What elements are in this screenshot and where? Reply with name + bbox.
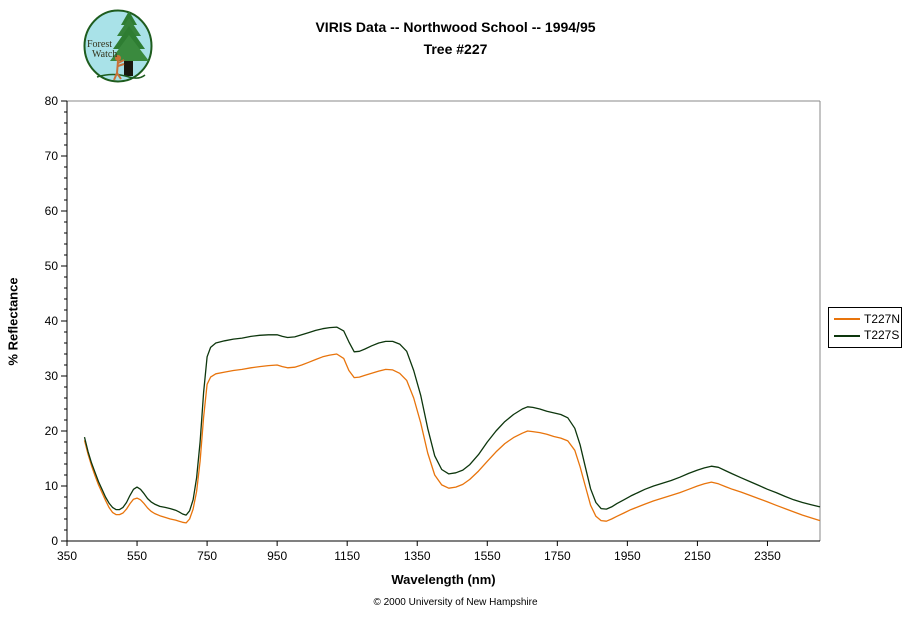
y-tick-label: 60 bbox=[45, 204, 59, 218]
x-tick-label: 1750 bbox=[544, 549, 571, 563]
y-tick-label: 20 bbox=[45, 424, 59, 438]
y-axis-title: % Reflectance bbox=[5, 277, 21, 366]
chart-title-line2: Tree #227 bbox=[423, 41, 488, 57]
chart-title-line1: VIRIS Data -- Northwood School -- 1994/9… bbox=[315, 19, 596, 35]
legend-entry-t227s: T227S bbox=[829, 329, 901, 342]
person-icon bbox=[113, 55, 125, 81]
series-line-t227n bbox=[83, 353, 821, 524]
y-tick-label: 10 bbox=[45, 479, 59, 493]
logo-text-watch: Watch bbox=[92, 49, 117, 60]
legend: T227N T227S bbox=[828, 307, 902, 348]
y-tick-label: 30 bbox=[45, 369, 59, 383]
x-tick-label: 750 bbox=[197, 549, 217, 563]
title-block: VIRIS Data -- Northwood School -- 1994/9… bbox=[0, 16, 911, 60]
x-tick-label: 1950 bbox=[614, 549, 641, 563]
forest-watch-logo: Forest Watch bbox=[83, 9, 153, 83]
x-tick-label: 1550 bbox=[474, 549, 501, 563]
legend-label-t227s: T227S bbox=[864, 328, 900, 343]
x-tick-label: 2150 bbox=[684, 549, 711, 563]
series-line-t227s bbox=[83, 326, 821, 516]
y-tick-label: 80 bbox=[45, 94, 59, 108]
x-tick-label: 1350 bbox=[404, 549, 431, 563]
t227s-line-swatch bbox=[834, 334, 860, 337]
x-tick-label: 2350 bbox=[754, 549, 781, 563]
y-tick-label: 70 bbox=[45, 149, 59, 163]
x-tick-label: 1150 bbox=[334, 549, 360, 563]
legend-label-t227n: T227N bbox=[864, 311, 901, 326]
y-tick-label: 50 bbox=[45, 259, 59, 273]
tree-icon bbox=[96, 11, 149, 79]
x-axis-title: Wavelength (nm) bbox=[391, 572, 496, 587]
t227n-line-swatch bbox=[834, 318, 860, 321]
copyright-text: © 2000 University of New Hampshire bbox=[373, 597, 538, 608]
y-tick-label: 0 bbox=[51, 534, 58, 548]
x-tick-label: 550 bbox=[127, 549, 147, 563]
y-tick-label: 40 bbox=[45, 314, 59, 328]
x-tick-label: 950 bbox=[267, 549, 287, 563]
x-tick-label: 350 bbox=[57, 549, 77, 563]
legend-entry-t227n: T227N bbox=[829, 311, 901, 326]
logo-text-forest: Forest bbox=[87, 39, 112, 50]
